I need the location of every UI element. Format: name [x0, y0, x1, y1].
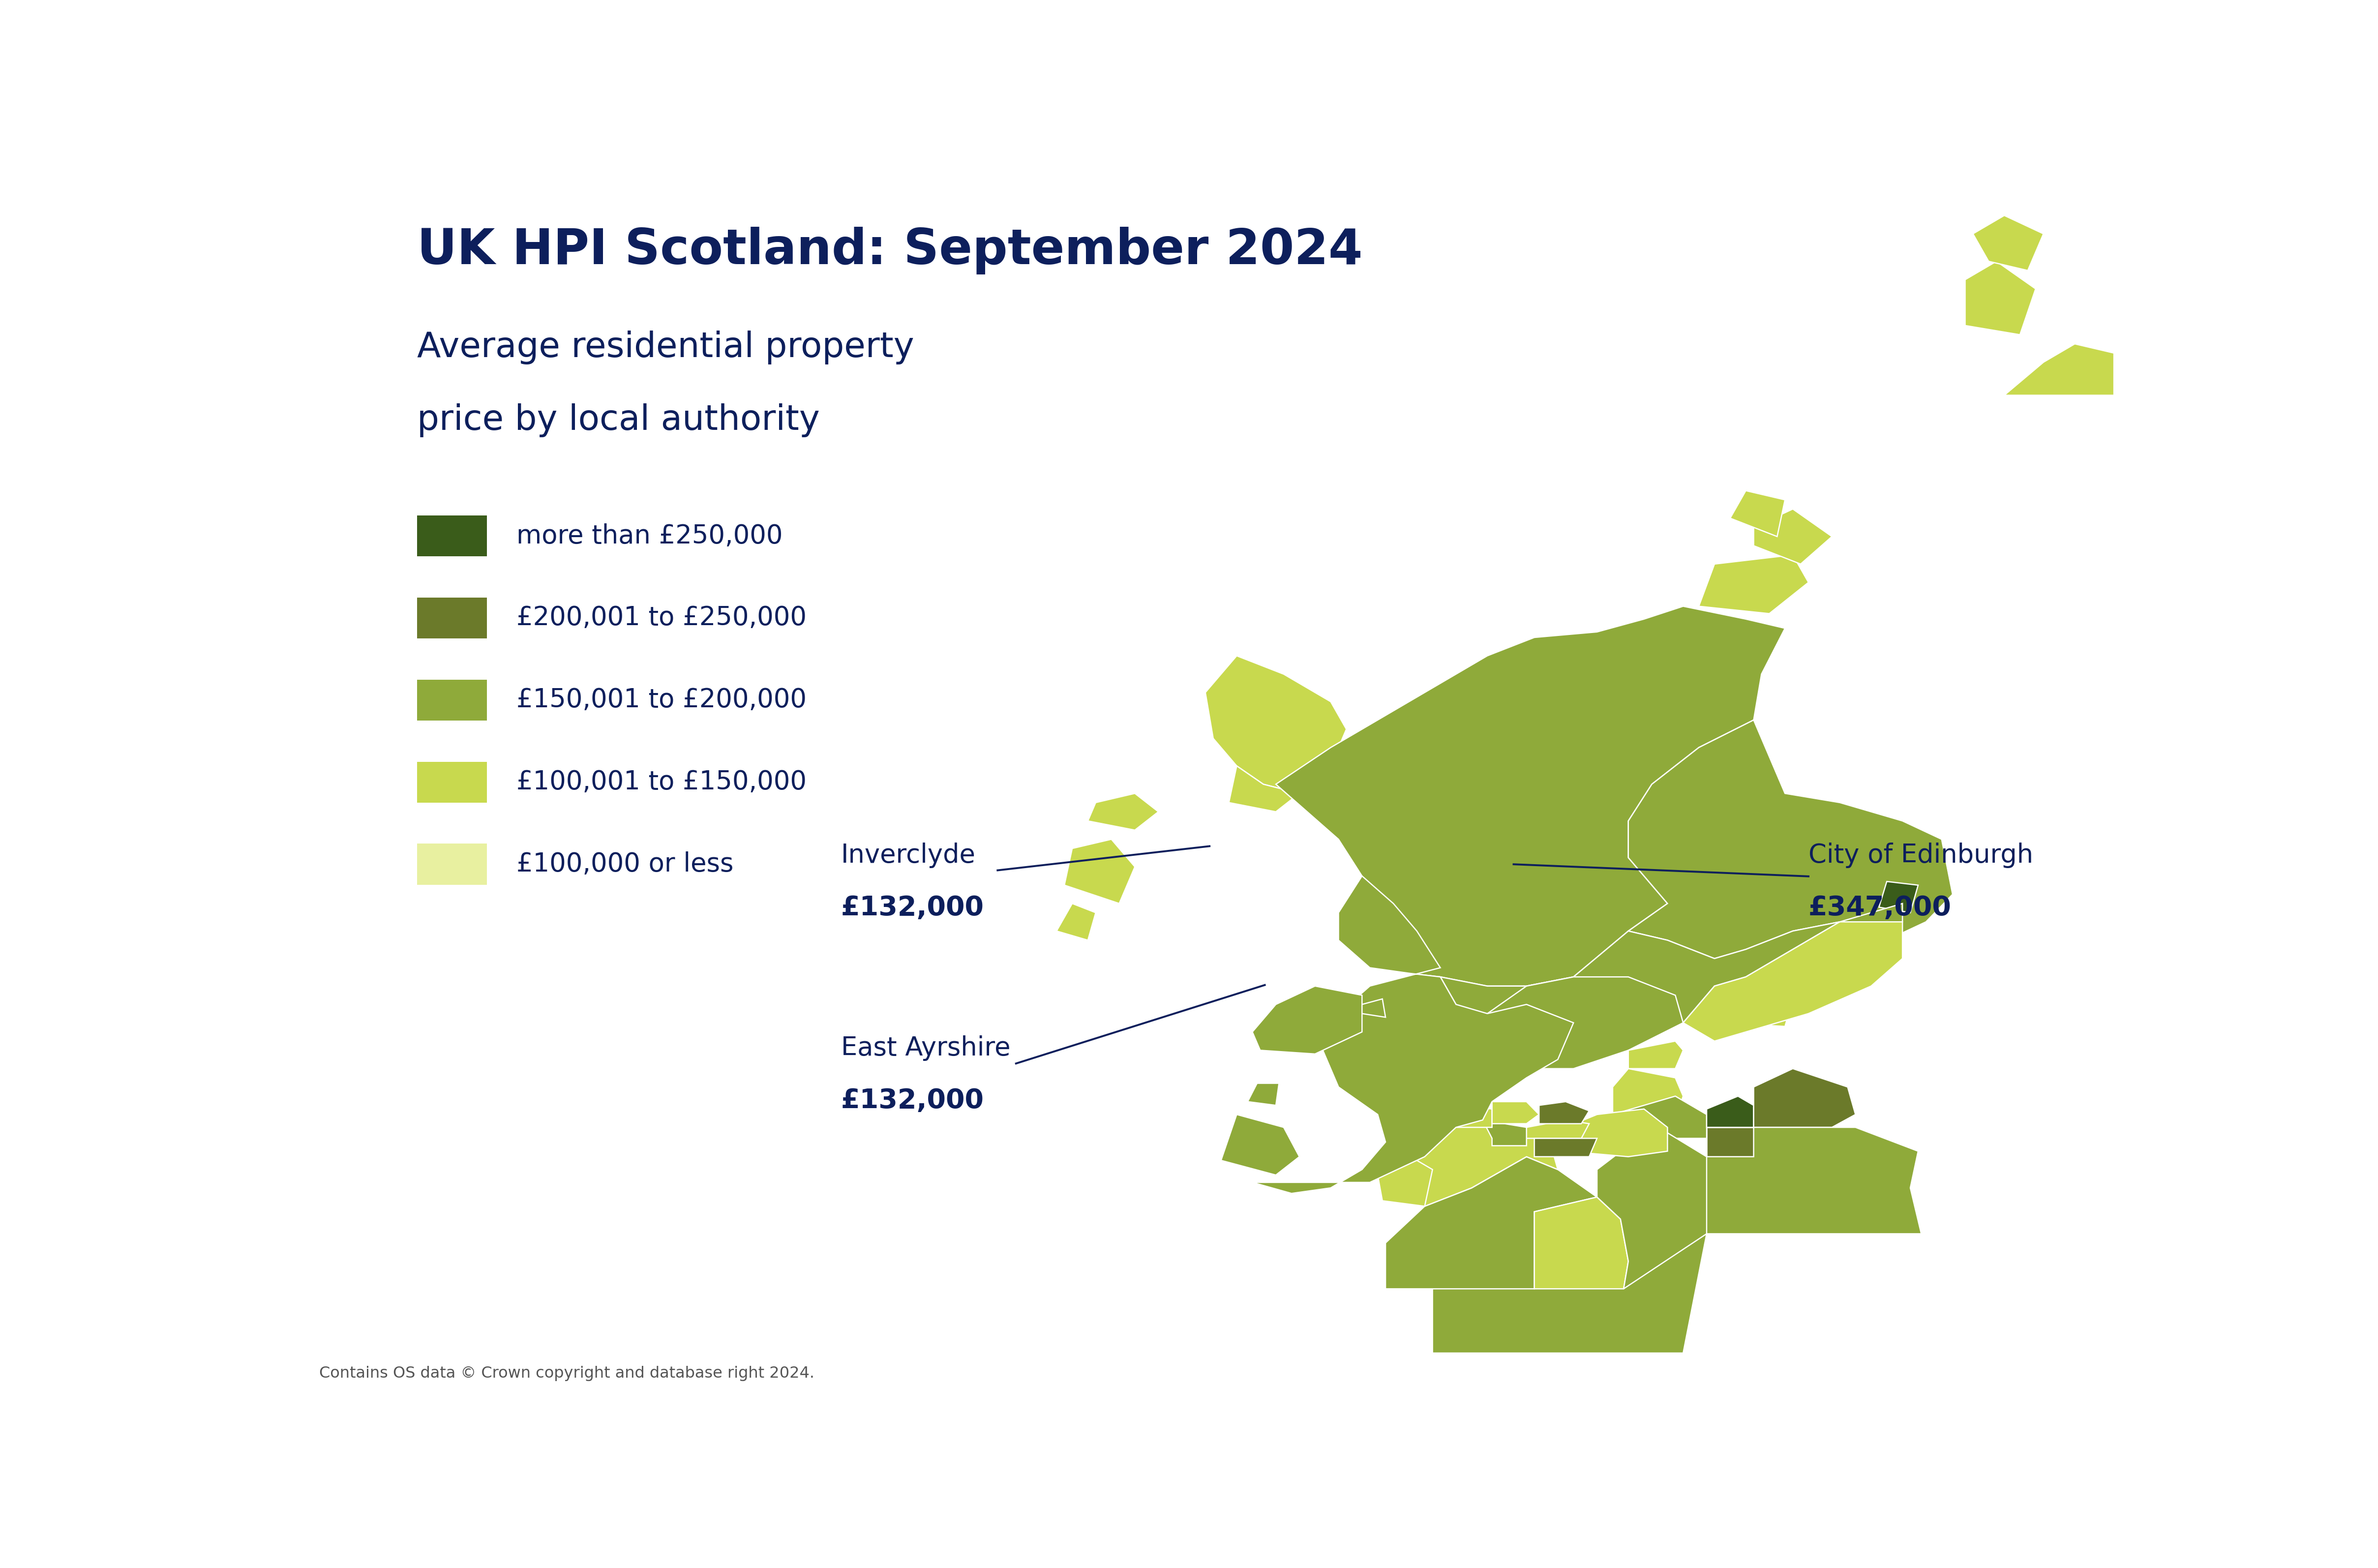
Polygon shape	[1879, 881, 1919, 913]
Polygon shape	[1206, 655, 1346, 793]
Text: £347,000: £347,000	[1807, 894, 1952, 920]
Polygon shape	[1753, 1010, 1791, 1027]
Polygon shape	[1534, 1138, 1598, 1157]
Polygon shape	[1629, 720, 1952, 977]
Polygon shape	[1539, 1102, 1589, 1124]
Polygon shape	[1684, 922, 1902, 1041]
Polygon shape	[1731, 491, 1786, 536]
Polygon shape	[1277, 607, 1786, 986]
Bar	[416, 762, 487, 803]
Text: East Ayrshire: East Ayrshire	[842, 1035, 1011, 1062]
Text: £100,000 or less: £100,000 or less	[516, 851, 735, 877]
Polygon shape	[1253, 986, 1363, 1054]
Text: £150,001 to £200,000: £150,001 to £200,000	[516, 687, 806, 713]
Text: Average residential property: Average residential property	[416, 331, 913, 365]
Bar	[416, 597, 487, 638]
Polygon shape	[1377, 1151, 1432, 1206]
Polygon shape	[1629, 1041, 1684, 1069]
Polygon shape	[1565, 1109, 1667, 1157]
Text: £132,000: £132,000	[842, 894, 984, 920]
Text: £132,000: £132,000	[842, 1088, 984, 1115]
Polygon shape	[2005, 343, 2114, 395]
Polygon shape	[1441, 922, 1841, 1069]
Polygon shape	[1394, 1120, 1558, 1206]
Polygon shape	[1056, 903, 1096, 941]
Polygon shape	[1707, 1096, 1753, 1127]
Polygon shape	[1964, 262, 2036, 334]
Polygon shape	[1229, 765, 1298, 812]
Bar	[416, 516, 487, 557]
Text: more than £250,000: more than £250,000	[516, 524, 782, 549]
Polygon shape	[1491, 1102, 1539, 1124]
Polygon shape	[1481, 1120, 1527, 1146]
Polygon shape	[1629, 720, 1786, 903]
Text: £200,001 to £250,000: £200,001 to £250,000	[516, 605, 806, 630]
Polygon shape	[1698, 555, 1810, 613]
Polygon shape	[1253, 877, 1574, 1193]
Polygon shape	[1684, 1127, 1921, 1234]
Polygon shape	[1363, 999, 1386, 1018]
Text: £100,001 to £150,000: £100,001 to £150,000	[516, 770, 806, 795]
Polygon shape	[1753, 510, 1831, 564]
Text: Inverclyde: Inverclyde	[842, 842, 975, 869]
Polygon shape	[1667, 903, 1902, 977]
Polygon shape	[1087, 793, 1158, 829]
Polygon shape	[1065, 839, 1134, 903]
Polygon shape	[1486, 977, 1684, 1069]
Polygon shape	[1612, 1096, 1707, 1138]
Bar	[416, 679, 487, 721]
Polygon shape	[1248, 1083, 1279, 1105]
Polygon shape	[1598, 1132, 1707, 1289]
Text: price by local authority: price by local authority	[416, 403, 820, 437]
Polygon shape	[1974, 215, 2043, 271]
Text: City of Edinburgh: City of Edinburgh	[1807, 842, 2033, 869]
Polygon shape	[1534, 1196, 1629, 1289]
Polygon shape	[1753, 1069, 1855, 1127]
Polygon shape	[1451, 1105, 1491, 1127]
Bar	[416, 844, 487, 884]
Text: UK HPI Scotland: September 2024: UK HPI Scotland: September 2024	[416, 227, 1363, 274]
Polygon shape	[1612, 1069, 1684, 1120]
Text: Contains OS data © Crown copyright and database right 2024.: Contains OS data © Crown copyright and d…	[319, 1366, 816, 1381]
Polygon shape	[1386, 1157, 1598, 1289]
Polygon shape	[1432, 1196, 1707, 1353]
Polygon shape	[1220, 1115, 1298, 1174]
Polygon shape	[1707, 1127, 1753, 1157]
Polygon shape	[1527, 1120, 1589, 1138]
